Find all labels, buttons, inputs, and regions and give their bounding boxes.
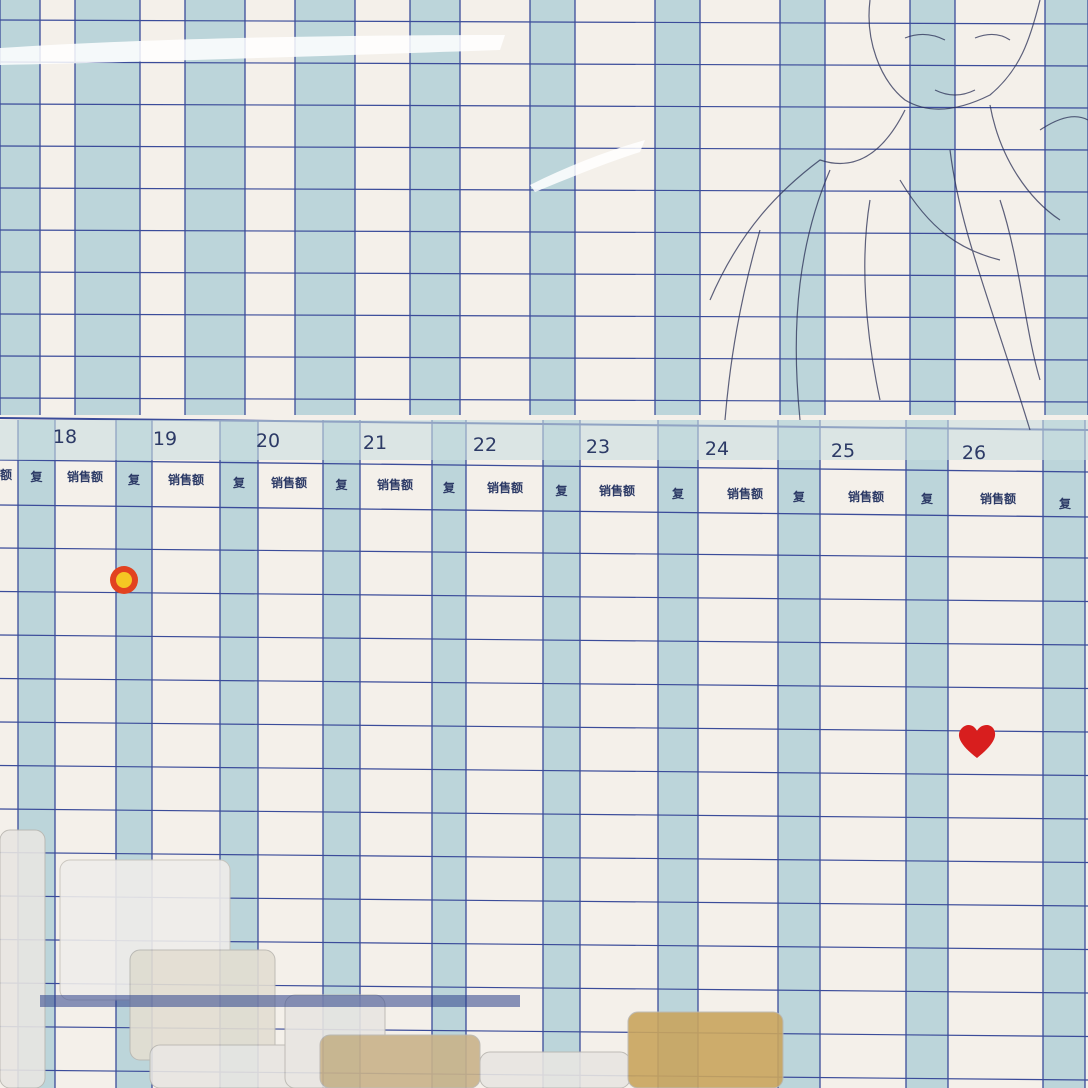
day-header: 22	[472, 434, 498, 456]
grid-line	[0, 397, 1088, 403]
tinted-column	[530, 0, 575, 415]
grid-line	[0, 19, 1088, 25]
repeat-column-header: 复	[792, 489, 806, 504]
repeat-column-header: 复	[920, 492, 934, 507]
grid-line	[0, 313, 1088, 319]
grid-line	[0, 764, 1088, 777]
grid-line	[0, 355, 1088, 361]
day-header: 26	[961, 442, 987, 464]
repeat-column-header: 复	[442, 481, 456, 496]
grid-line	[0, 721, 1088, 733]
repeat-column-header: 复	[555, 484, 568, 498]
tinted-column	[910, 0, 955, 415]
tinted-column	[780, 0, 825, 415]
day-header: 24	[704, 438, 730, 460]
repeat-column-header: 复	[30, 470, 43, 484]
sales-column-header: 销售额	[979, 492, 1017, 507]
grid-line	[0, 808, 1088, 820]
day-header: 25	[830, 440, 856, 462]
tinted-column	[75, 0, 140, 415]
sales-column-header: 销售额	[726, 486, 764, 501]
grid-line	[0, 590, 1088, 603]
sales-column-header: 销售额	[66, 470, 104, 484]
glare	[0, 35, 645, 192]
sales-column-header: 销售额	[847, 489, 885, 504]
partial-sales-label: 额	[0, 468, 13, 482]
repeat-column-header: 复	[1058, 497, 1072, 511]
grid-line	[0, 547, 1088, 559]
day-header: 23	[585, 436, 611, 458]
upper-tinted-columns	[0, 0, 1088, 415]
day-header: 19	[152, 428, 178, 450]
repeat-column-header: 复	[671, 486, 685, 501]
sales-column-header: 销售额	[598, 484, 636, 498]
portrait-sketch	[709, 0, 1088, 431]
tinted-column	[323, 420, 360, 1088]
grid-line	[0, 634, 1088, 646]
tinted-column	[906, 420, 948, 1088]
tinted-column	[1045, 0, 1088, 415]
flower-sticker	[110, 566, 138, 594]
tinted-column	[410, 0, 460, 415]
grid-line	[0, 504, 1088, 518]
tinted-column	[295, 0, 355, 415]
repeat-column-header: 复	[335, 478, 348, 493]
sales-column-header: 销售额	[167, 472, 205, 487]
grid-line	[0, 851, 1088, 864]
grid-line	[0, 103, 1088, 109]
day-header: 18	[52, 426, 78, 448]
grid-line	[0, 271, 1088, 277]
tinted-column	[658, 420, 698, 1088]
tinted-column	[655, 0, 700, 415]
day-header: 21	[362, 432, 388, 454]
tinted-column	[185, 0, 245, 415]
tinted-column	[543, 420, 580, 1088]
tinted-column	[432, 420, 466, 1088]
grid-line	[0, 229, 1088, 235]
containers	[0, 829, 784, 1088]
repeat-column-header: 复	[127, 472, 141, 487]
grid-line	[0, 61, 1088, 67]
heart-sticker	[958, 724, 996, 758]
day-header: 20	[255, 430, 281, 452]
grid-line	[0, 145, 1088, 151]
grid-line	[0, 459, 1088, 473]
sales-column-header: 销售额	[376, 478, 414, 493]
tinted-column	[1043, 420, 1085, 1088]
tinted-column	[778, 420, 820, 1088]
sales-column-header: 销售额	[486, 481, 524, 496]
sales-column-header: 销售额	[270, 475, 308, 490]
tinted-column	[0, 0, 40, 415]
repeat-column-header: 复	[232, 475, 246, 490]
header-band	[0, 420, 1088, 460]
grid-line	[0, 677, 1088, 690]
